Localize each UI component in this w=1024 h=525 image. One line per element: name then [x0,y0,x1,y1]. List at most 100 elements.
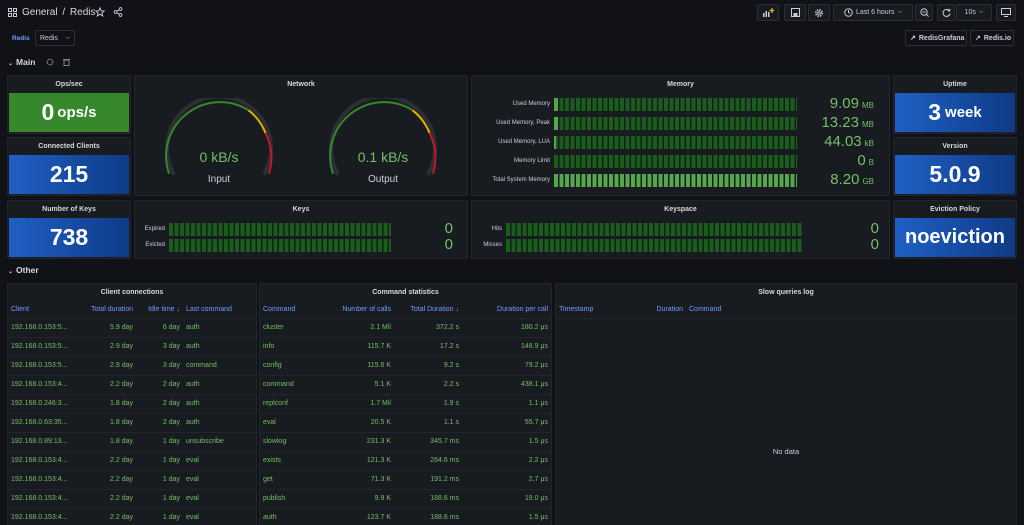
keys-bar [169,239,391,252]
memory-value: 44.03 kB [802,133,874,150]
table-cell: cluster [260,318,326,338]
table-cell: 5.1 K [326,375,394,395]
external-link-icon: ↗ [975,35,981,42]
grid-icon[interactable] [8,8,17,17]
memory-value-number: 0 [857,152,866,169]
panel-title: Command statistics [372,289,439,296]
link-redis-io[interactable]: ↗ Redis.io [970,30,1014,46]
column-header[interactable]: Last command [183,302,256,319]
table-row: config 115.6 K 9.2 s 79.2 μs [260,356,551,376]
table-cell: 115.7 K [326,337,394,357]
keyspace-value: 0 [870,236,879,253]
table-cell: eval [183,451,256,471]
panel-eviction-policy: Eviction Policy noeviction [893,200,1017,259]
table-row: eval 20.5 K 1.1 s 55.7 μs [260,413,551,433]
table-cell: auth [183,394,256,414]
memory-bar-fill [554,98,559,111]
top-bar: General / Redis Last 6 hours ⌵ 10s ⌵ [0,0,1024,26]
table-cell: 345.7 ms [394,432,462,452]
chevron-down-icon: ⌵ [978,9,984,15]
trash-icon[interactable] [63,58,70,66]
link-redisgrafana[interactable]: ↗ RedisGrafana [905,30,967,46]
gauge-input-label: Input [207,174,231,185]
table-cell: 2 day [136,375,183,395]
dashboard-title[interactable]: Redis [69,7,96,18]
table-cell: 264.6 ms [394,451,462,471]
time-range-picker[interactable]: Last 6 hours ⌵ [833,4,913,21]
keyspace-bar [506,239,802,252]
table-cell: 71.3 K [326,470,394,490]
table-cell: 2 day [136,394,183,414]
table-cell: info [260,337,326,357]
memory-value: 9.09 MB [802,95,874,112]
column-header[interactable]: Client [8,302,78,319]
refresh-interval-picker[interactable]: 10s ⌵ [956,4,992,21]
column-header[interactable]: Command [686,302,1016,319]
refresh-icon [942,8,950,17]
save-button[interactable] [784,4,806,21]
gear-icon[interactable] [46,58,54,66]
tv-mode-button[interactable] [996,4,1016,21]
panel-title: Keyspace [664,206,697,213]
row-other-toggle[interactable]: ⌄ Other [8,265,39,275]
add-panel-button[interactable] [757,4,779,21]
gauge-unit: kB/s [381,149,409,165]
memory-label: Used Memory, Peak [496,120,550,126]
external-link-icon: ↗ [910,35,916,42]
share-icon[interactable] [113,7,123,17]
refresh-interval-label: 10s [964,9,976,16]
zoom-out-button[interactable] [915,4,933,21]
memory-label: Used Memory [512,101,550,107]
gauge-unit: kB/s [211,149,239,165]
memory-value-number: 44.03 [824,133,862,150]
gear-icon [814,8,824,17]
save-icon [790,8,800,17]
column-header[interactable]: Duration [646,302,686,319]
chevron-down-icon: ⌵ [897,9,903,15]
column-header[interactable]: Total duration [78,302,136,319]
table-cell: 1.5 μs [462,508,551,525]
row-other-title: Other [16,265,39,275]
table-cell: 192.168.0.153:5... [8,356,78,376]
memory-value-number: 8.20 [830,171,860,188]
column-header[interactable]: Timestamp [556,302,646,319]
column-header[interactable]: Total Duration ↓ [394,302,462,319]
table-cell: 192.168.0.153:4... [8,375,78,395]
table-cell: 1.8 day [78,394,136,414]
table-cell: 2.9 day [78,337,136,357]
panel-number-of-keys: Number of Keys 738 [7,200,131,259]
table-cell: 192.168.0.246:3... [8,394,78,414]
table-cell: 188.6 ms [394,489,462,509]
variable-select[interactable]: Redis ⌵ [35,30,75,46]
table-cell: slowlog [260,432,326,452]
table-cell: 231.3 K [326,432,394,452]
table-cell: auth [183,337,256,357]
table-cell: eval [183,489,256,509]
stat-eviction: noeviction [895,218,1015,257]
star-icon[interactable] [95,7,105,17]
table-cell: 2.2 day [78,451,136,471]
panel-title: Keys [292,206,310,213]
table-cell: 1.1 μs [462,394,551,414]
stat-clients: 215 [9,155,129,194]
memory-value-unit: kB [864,139,874,148]
table-cell: 1.9 s [394,394,462,414]
column-header[interactable]: Duration per call [462,302,551,319]
table-cell: 3 day [136,356,183,376]
breadcrumb-folder[interactable]: General [22,7,58,18]
stat-value: 0 [41,99,55,125]
column-header[interactable]: Command [260,302,326,319]
refresh-button[interactable] [937,4,955,21]
row-main-toggle[interactable]: ⌄ Main [8,57,35,67]
table-cell: 79.2 μs [462,356,551,376]
memory-bar [554,174,797,187]
settings-button[interactable] [808,4,830,21]
table-row: replconf 1.7 Mil 1.9 s 1.1 μs [260,394,551,414]
table-row: 192.168.0.153:4... 2.2 day 2 day auth [8,375,256,395]
column-header[interactable]: Number of calls [326,302,394,319]
table-row: 192.168.0.153:5... 2.9 day 3 day command [8,356,256,376]
panel-keyspace: Keyspace Hits 0 Misses 0 [471,200,890,259]
column-header[interactable]: Idle time ↓ [136,302,183,319]
table-cell: 1 day [136,451,183,471]
